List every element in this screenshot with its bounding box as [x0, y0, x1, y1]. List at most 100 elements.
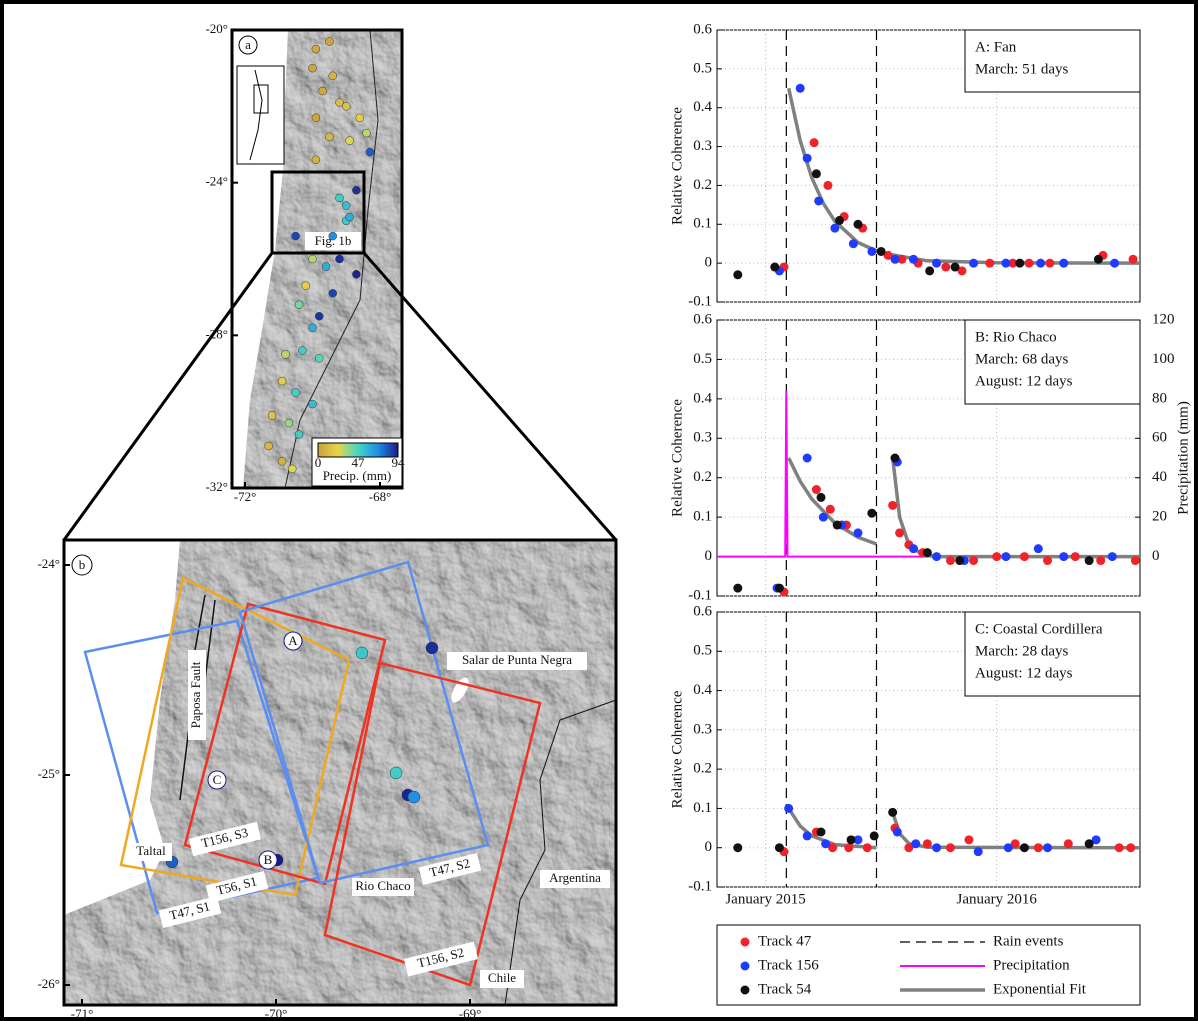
annotation: A: Fan [975, 39, 1017, 55]
lon-tick-label: -69° [459, 1006, 482, 1021]
station [312, 45, 320, 53]
legend-swatch [741, 938, 750, 947]
station [329, 289, 337, 297]
data-point [812, 169, 821, 178]
y2-tick-label: 120 [1152, 311, 1175, 327]
data-point [821, 839, 830, 848]
place-label: Argentina [549, 870, 601, 885]
y-axis-label: Relative Coherence [669, 399, 685, 517]
lat-tick-label: -24° [205, 174, 228, 189]
y-tick-label: 0.3 [693, 721, 712, 737]
station [352, 270, 360, 278]
y-tick-label: 0.3 [693, 430, 712, 446]
station [312, 114, 320, 122]
station [309, 400, 317, 408]
site-label: A [288, 633, 298, 648]
data-point [863, 843, 872, 852]
data-point [1001, 259, 1010, 268]
station [268, 411, 276, 419]
data-point [932, 552, 941, 561]
y2-tick-label: 40 [1152, 469, 1167, 485]
station [346, 213, 354, 221]
data-point [835, 216, 844, 225]
y2-tick-label: 60 [1152, 430, 1167, 446]
lat-tick-label: -32° [205, 479, 228, 494]
y2-tick-label: 80 [1152, 390, 1167, 406]
station [346, 137, 354, 145]
data-point [1131, 556, 1140, 565]
y-tick-label: 0.4 [693, 682, 712, 698]
data-point [1043, 556, 1052, 565]
data-point [1020, 843, 1029, 852]
station [315, 354, 323, 362]
data-point [1115, 843, 1124, 852]
y-tick-label: 0.3 [693, 138, 712, 154]
panel-label: b [79, 557, 86, 572]
data-point [854, 528, 863, 537]
data-point [909, 255, 918, 264]
data-point [1085, 556, 1094, 565]
colorbar-tick-label: 47 [352, 455, 366, 470]
station [329, 72, 337, 80]
y-tick-label: 0.5 [693, 351, 712, 367]
data-point [932, 843, 941, 852]
site-label: B [264, 852, 273, 867]
data-point [911, 839, 920, 848]
annotation: C: Coastal Cordillera [975, 621, 1103, 637]
data-point [830, 224, 839, 233]
station [265, 442, 273, 450]
data-point [854, 220, 863, 229]
map-b: b A B C Taltal Rio Chaco Salar de Punta … [64, 540, 616, 1005]
annotation: B: Rio Chaco [975, 329, 1057, 345]
data-point [847, 835, 856, 844]
legend-label: Track 54 [758, 981, 812, 997]
figure: a Fig. 1b Precip. (mm) b A B C Taltal Ri… [0, 0, 1198, 1021]
data-point [803, 454, 812, 463]
data-point [893, 828, 902, 837]
y-tick-label: -0.1 [688, 293, 712, 309]
station [325, 37, 333, 45]
y2-tick-label: 100 [1152, 351, 1175, 367]
y2-axis-label: Precipitation (mm) [1175, 401, 1191, 515]
colorbar-tick-label: 94 [392, 455, 406, 470]
y-tick-label: 0.2 [693, 177, 712, 193]
y-tick-label: 0.6 [693, 311, 712, 327]
station [309, 324, 317, 332]
data-point [909, 544, 918, 553]
data-point [796, 84, 805, 93]
data-point [803, 831, 812, 840]
data-point [867, 509, 876, 518]
data-point [1064, 839, 1073, 848]
data-point [770, 263, 779, 272]
station [356, 647, 368, 659]
data-point [784, 804, 793, 813]
map-a: a Fig. 1b Precip. (mm) [232, 30, 402, 488]
data-point [1045, 259, 1054, 268]
data-point [1025, 259, 1034, 268]
data-point [1085, 839, 1094, 848]
data-point [888, 808, 897, 817]
site-label: C [213, 772, 222, 787]
station [426, 642, 438, 654]
station [295, 301, 303, 309]
data-point [849, 239, 858, 248]
annotation: August: 12 days [975, 665, 1073, 681]
data-point [1034, 544, 1043, 553]
annotation: March: 51 days [975, 61, 1068, 77]
data-point [946, 843, 955, 852]
data-point [1059, 552, 1068, 561]
station [366, 148, 374, 156]
data-point [826, 505, 835, 514]
legend-label: Precipitation [993, 957, 1070, 973]
data-point [1015, 259, 1024, 268]
station [309, 255, 317, 263]
data-point [817, 493, 826, 502]
data-point [895, 528, 904, 537]
lon-tick-label: -71° [71, 1006, 94, 1021]
station [292, 389, 300, 397]
lat-tick-label: -28° [205, 326, 228, 341]
data-point [974, 847, 983, 856]
lon-tick-label: -72° [234, 489, 257, 504]
data-point [969, 259, 978, 268]
y-tick-label: 0.2 [693, 761, 712, 777]
